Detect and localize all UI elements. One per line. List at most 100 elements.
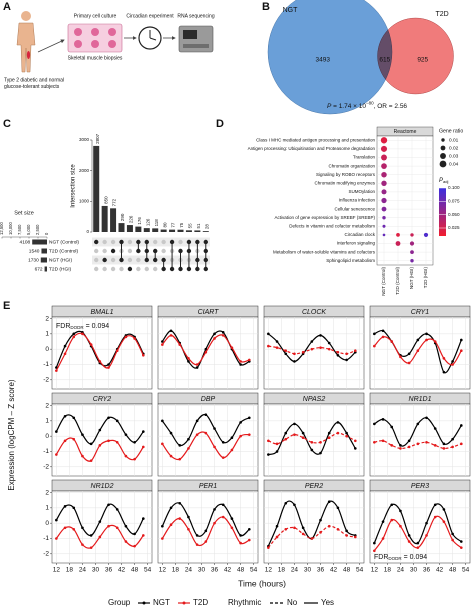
- x-tick-label: NGT (Control): [381, 267, 386, 296]
- data-point: [213, 427, 216, 430]
- x-tick-label: 24: [79, 567, 87, 574]
- data-point: [133, 440, 136, 444]
- data-point: [345, 352, 348, 356]
- bar: [185, 230, 192, 232]
- data-point: [213, 508, 216, 511]
- data-point: [442, 520, 446, 523]
- data-point: [221, 503, 225, 507]
- data-point: [267, 439, 270, 443]
- bar-value-label: 290: [120, 213, 125, 221]
- matrix-dot-empty: [127, 248, 133, 254]
- x-tick-label: 36: [105, 567, 113, 574]
- data-point: [373, 422, 376, 426]
- facet-title: PER1: [199, 483, 217, 490]
- y-tick-label: -2: [43, 377, 49, 384]
- data-point: [89, 546, 93, 549]
- facet-panel: [51, 316, 153, 390]
- annotation-part: = 1.74 × 10: [331, 103, 366, 110]
- matrix-dot-empty: [94, 248, 99, 254]
- data-point: [195, 363, 199, 366]
- data-point: [319, 451, 322, 455]
- data-point: [416, 541, 420, 545]
- matrix-dot: [178, 248, 183, 254]
- data-point: [187, 357, 190, 360]
- facet-title: PER3: [411, 483, 429, 490]
- legend-label: 0.03: [449, 153, 459, 159]
- x-tick-label: 24: [291, 567, 299, 574]
- matrix-dot: [203, 248, 208, 254]
- y-tick-label: 2: [45, 402, 49, 409]
- bar: [118, 223, 125, 232]
- matrix-dot: [169, 266, 175, 272]
- data-point: [319, 518, 322, 522]
- x-tick-label: 18: [278, 567, 286, 574]
- data-point: [416, 546, 420, 549]
- matrix-dot-empty: [144, 266, 149, 272]
- data-point: [327, 500, 331, 504]
- data-point: [178, 444, 182, 447]
- data-point: [107, 416, 110, 420]
- data-point: [72, 335, 76, 339]
- data-point: [81, 543, 84, 546]
- facet-title: CRY2: [93, 396, 112, 403]
- data-point: [275, 340, 279, 343]
- data-point: [115, 419, 119, 423]
- data-point: [433, 515, 437, 519]
- x-tick-label: 54: [356, 567, 364, 574]
- matrix-dot-empty: [94, 257, 99, 263]
- data-point: [301, 431, 305, 435]
- data-point: [460, 338, 463, 342]
- data-point: [115, 508, 119, 511]
- x-tick-label: 30: [198, 567, 206, 574]
- x-tick-label: 12: [159, 567, 167, 574]
- dot: [382, 233, 386, 237]
- data-point: [248, 433, 251, 436]
- y-tick-label: -1: [43, 535, 49, 542]
- matrix-dot: [195, 266, 200, 272]
- data-point: [416, 442, 420, 446]
- data-point: [425, 534, 428, 537]
- data-point: [63, 352, 67, 356]
- facet-panel: [263, 316, 365, 390]
- facet-panel: [157, 403, 259, 477]
- data-point: [416, 422, 420, 426]
- legend-label: 0.02: [449, 145, 459, 151]
- data-point: [161, 419, 164, 423]
- legend-label: T2D: [193, 598, 208, 607]
- data-point: [195, 543, 199, 546]
- data-point: [425, 332, 428, 336]
- data-point: [345, 434, 348, 438]
- data-point: [195, 534, 199, 537]
- colorbar: [439, 188, 446, 236]
- data-point: [433, 503, 437, 507]
- set-size-tick-label: 10,000: [8, 222, 13, 235]
- data-point: [178, 501, 182, 505]
- data-point: [310, 340, 314, 343]
- x-tick-label: 36: [317, 567, 325, 574]
- data-point: [399, 444, 402, 447]
- x-tick-label: 42: [436, 567, 444, 574]
- data-point: [55, 537, 58, 540]
- data-point: [327, 341, 331, 345]
- set-size-tick-label: 0: [44, 232, 49, 235]
- data-point: [390, 425, 394, 429]
- set-name: NGT: [283, 7, 299, 14]
- matrix-dot-empty: [136, 266, 141, 272]
- matrix-dot: [153, 248, 158, 254]
- data-point: [442, 442, 446, 446]
- data-point: [451, 360, 454, 363]
- set-name: NGT (Control): [49, 239, 79, 245]
- data-point: [416, 338, 420, 342]
- data-point: [213, 337, 216, 340]
- data-point: [72, 416, 76, 420]
- data-point: [72, 527, 76, 531]
- matrix-dot: [186, 248, 192, 254]
- bar-value-label: 51: [196, 223, 201, 229]
- y-tick-label: Chromatin organization: [328, 163, 375, 168]
- matrix-dot: [169, 239, 175, 245]
- bar: [93, 145, 100, 232]
- data-point: [142, 517, 145, 520]
- y-tick-label: -1: [43, 448, 49, 455]
- facet-panel: [369, 316, 471, 390]
- data-point: [442, 357, 446, 360]
